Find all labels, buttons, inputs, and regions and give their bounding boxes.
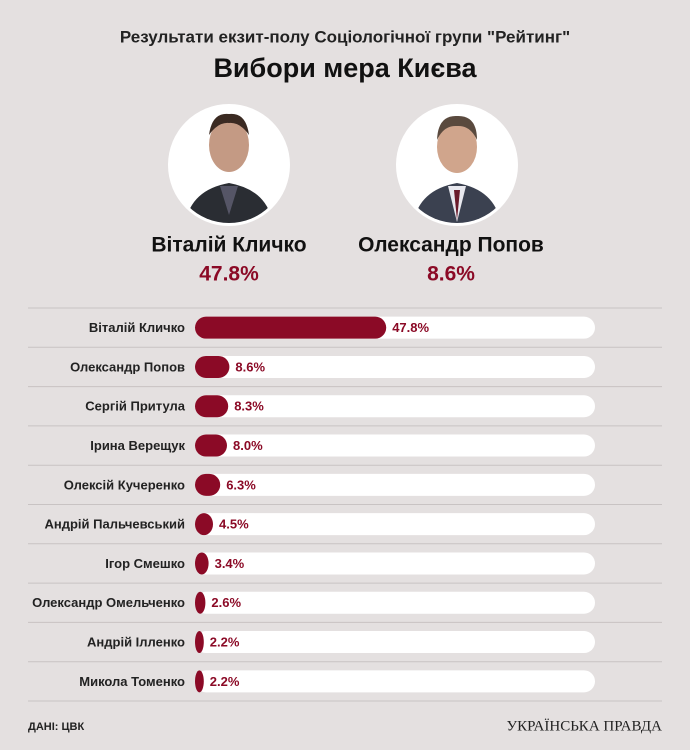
- value-label: 47.8%: [392, 320, 429, 335]
- value-label: 2.6%: [211, 595, 241, 610]
- bar-track: [195, 631, 595, 654]
- category-label: Ірина Верещук: [90, 438, 185, 453]
- bar: [195, 513, 213, 536]
- bar: [195, 591, 206, 614]
- bar-track: [195, 670, 595, 693]
- bar: [195, 395, 229, 418]
- value-label: 2.2%: [210, 634, 240, 649]
- value-label: 8.3%: [234, 399, 264, 414]
- value-label: 8.0%: [233, 438, 263, 453]
- category-label: Сергій Притула: [85, 399, 185, 414]
- bar-track: [195, 552, 595, 575]
- bar-track: [195, 355, 595, 378]
- photo: [168, 104, 518, 226]
- featured-name: Віталій Кличко: [151, 234, 306, 257]
- category-label: Андрій Пальчевський: [45, 517, 186, 532]
- bar: [195, 434, 227, 457]
- bar: [195, 670, 204, 693]
- value-label: 3.4%: [215, 556, 245, 571]
- chart-subtitle: Вибори мера Києва: [213, 53, 477, 83]
- chart-title: Результати екзит-полу Соціологічної груп…: [120, 27, 570, 46]
- value-label: 2.2%: [210, 674, 240, 689]
- category-label: Олександр Попов: [70, 359, 185, 374]
- bar: [195, 473, 221, 496]
- bar-track: [195, 513, 595, 536]
- bar: [195, 355, 230, 378]
- category-label: Олександр Омельченко: [32, 595, 185, 610]
- bar-track: [195, 434, 595, 457]
- brand: УКРАЇНСЬКА ПРАВДА: [506, 717, 662, 734]
- bar-track: [195, 473, 595, 496]
- category-label: Микола Томенко: [79, 674, 185, 689]
- bar: [195, 316, 387, 339]
- category-label: Олексій Кучеренко: [64, 477, 185, 492]
- value-label: 4.5%: [219, 517, 249, 532]
- bar-track: [195, 591, 595, 614]
- bar-track: [195, 395, 595, 418]
- featured-value: 47.8%: [199, 263, 259, 286]
- category-label: Андрій Ілленко: [87, 634, 185, 649]
- featured-name: Олександр Попов: [358, 234, 544, 257]
- bar: [195, 631, 204, 654]
- value-label: 8.6%: [235, 359, 265, 374]
- category-label: Ігор Смешко: [105, 556, 185, 571]
- bar: [195, 552, 209, 575]
- category-label: Віталій Кличко: [89, 320, 185, 335]
- source: ДАНІ: ЦВК: [28, 721, 84, 733]
- value-label: 6.3%: [226, 477, 256, 492]
- featured-value: 8.6%: [427, 263, 475, 286]
